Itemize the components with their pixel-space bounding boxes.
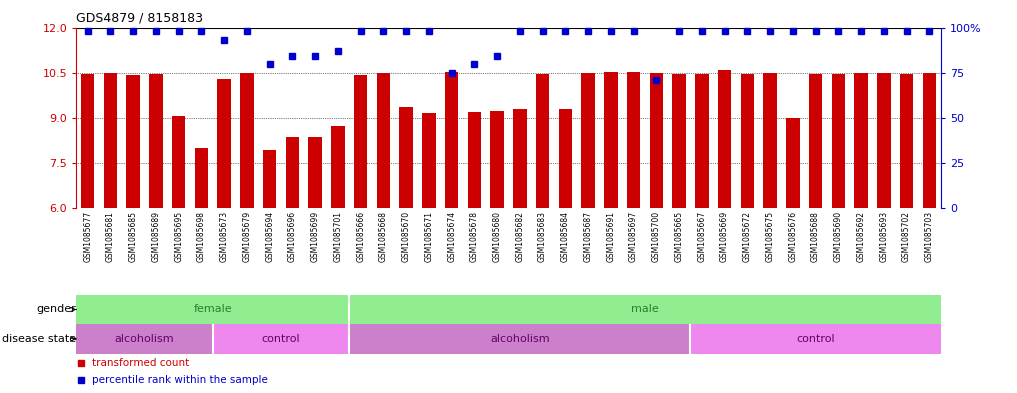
- Bar: [672, 74, 685, 208]
- Text: GSM1085684: GSM1085684: [560, 211, 570, 262]
- Text: GSM1085667: GSM1085667: [698, 211, 707, 262]
- Bar: [332, 126, 345, 208]
- Text: GSM1085672: GSM1085672: [742, 211, 752, 262]
- Text: GSM1085678: GSM1085678: [470, 211, 479, 262]
- Bar: [286, 138, 299, 208]
- Bar: [80, 73, 95, 208]
- Text: GSM1085673: GSM1085673: [220, 211, 229, 262]
- Bar: [308, 138, 322, 208]
- Bar: [764, 73, 777, 208]
- Text: GSM1085671: GSM1085671: [424, 211, 433, 262]
- Bar: [740, 74, 755, 208]
- Text: GSM1085669: GSM1085669: [720, 211, 729, 262]
- Bar: [354, 75, 367, 208]
- Bar: [76, 295, 349, 324]
- Text: GSM1085687: GSM1085687: [584, 211, 593, 262]
- Text: GSM1085670: GSM1085670: [402, 211, 411, 262]
- Bar: [922, 73, 937, 208]
- Bar: [513, 110, 527, 208]
- Text: GSM1085677: GSM1085677: [83, 211, 93, 262]
- Text: GSM1085690: GSM1085690: [834, 211, 843, 262]
- Bar: [126, 75, 140, 208]
- Text: GSM1085688: GSM1085688: [812, 211, 820, 262]
- Bar: [854, 73, 868, 208]
- Bar: [444, 72, 459, 208]
- Bar: [832, 74, 845, 208]
- Text: transformed count: transformed count: [92, 358, 189, 367]
- Bar: [149, 73, 163, 208]
- Text: GSM1085701: GSM1085701: [334, 211, 343, 262]
- Bar: [695, 73, 709, 208]
- Bar: [650, 73, 663, 208]
- Bar: [490, 111, 504, 208]
- Text: GSM1085668: GSM1085668: [379, 211, 387, 262]
- Text: GSM1085680: GSM1085680: [492, 211, 501, 262]
- Bar: [262, 149, 277, 208]
- Text: GSM1085689: GSM1085689: [152, 211, 161, 262]
- Text: GSM1085698: GSM1085698: [197, 211, 205, 262]
- Text: GSM1085681: GSM1085681: [106, 211, 115, 262]
- Bar: [213, 324, 349, 354]
- Bar: [468, 112, 481, 208]
- Text: GSM1085682: GSM1085682: [516, 211, 525, 262]
- Text: GSM1085683: GSM1085683: [538, 211, 547, 262]
- Text: alcoholism: alcoholism: [490, 334, 549, 344]
- Text: GSM1085679: GSM1085679: [242, 211, 251, 262]
- Text: GSM1085702: GSM1085702: [902, 211, 911, 262]
- Text: GSM1085703: GSM1085703: [924, 211, 934, 262]
- Text: GSM1085694: GSM1085694: [265, 211, 275, 262]
- Bar: [172, 116, 185, 208]
- Text: GSM1085674: GSM1085674: [447, 211, 457, 262]
- Bar: [900, 74, 913, 208]
- Text: control: control: [261, 334, 300, 344]
- Text: GSM1085693: GSM1085693: [880, 211, 889, 262]
- Bar: [691, 324, 941, 354]
- Text: GSM1085696: GSM1085696: [288, 211, 297, 262]
- Bar: [76, 324, 213, 354]
- Bar: [104, 73, 117, 208]
- Text: GSM1085699: GSM1085699: [310, 211, 319, 262]
- Text: GSM1085691: GSM1085691: [606, 211, 615, 262]
- Bar: [626, 72, 641, 208]
- Text: GSM1085666: GSM1085666: [356, 211, 365, 262]
- Text: male: male: [632, 305, 659, 314]
- Text: percentile rank within the sample: percentile rank within the sample: [92, 375, 267, 385]
- Bar: [422, 113, 435, 208]
- Bar: [582, 73, 595, 208]
- Bar: [218, 79, 231, 208]
- Text: gender: gender: [36, 305, 76, 314]
- Bar: [558, 110, 573, 208]
- Text: alcoholism: alcoholism: [115, 334, 174, 344]
- Text: GSM1085685: GSM1085685: [128, 211, 137, 262]
- Bar: [877, 73, 891, 208]
- Text: GDS4879 / 8158183: GDS4879 / 8158183: [76, 12, 203, 25]
- Text: disease state: disease state: [2, 334, 76, 344]
- Text: GSM1085695: GSM1085695: [174, 211, 183, 262]
- Bar: [376, 73, 391, 208]
- Bar: [718, 70, 731, 208]
- Bar: [240, 73, 253, 208]
- Bar: [349, 324, 691, 354]
- Bar: [786, 118, 799, 208]
- Text: GSM1085665: GSM1085665: [674, 211, 683, 262]
- Text: control: control: [796, 334, 835, 344]
- Bar: [809, 74, 823, 208]
- Text: GSM1085676: GSM1085676: [788, 211, 797, 262]
- Bar: [349, 295, 941, 324]
- Bar: [604, 72, 617, 208]
- Text: GSM1085692: GSM1085692: [856, 211, 865, 262]
- Bar: [400, 107, 413, 208]
- Text: GSM1085675: GSM1085675: [766, 211, 775, 262]
- Bar: [194, 148, 208, 208]
- Text: GSM1085700: GSM1085700: [652, 211, 661, 262]
- Text: female: female: [193, 305, 232, 314]
- Text: GSM1085697: GSM1085697: [630, 211, 638, 262]
- Bar: [536, 74, 549, 208]
